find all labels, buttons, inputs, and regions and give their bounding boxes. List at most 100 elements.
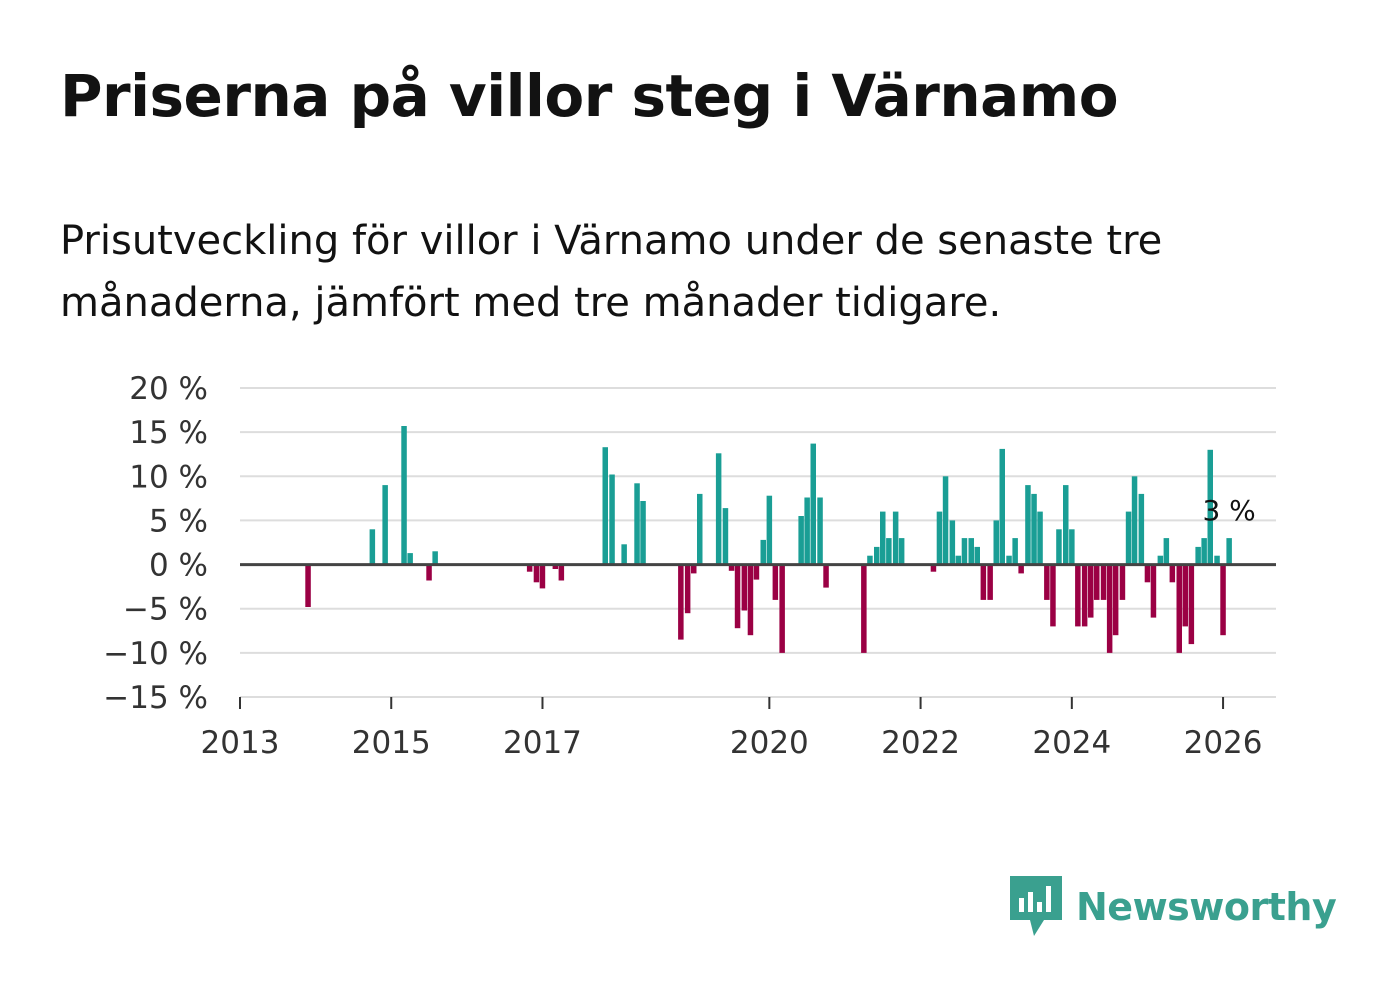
bar [678,564,684,640]
bar [722,508,729,565]
x-tick-label: 2013 [201,725,280,761]
bar [999,448,1005,565]
bar [861,564,867,653]
bar [1056,529,1062,565]
bar [728,564,735,571]
bar-chart: 20 %15 %10 %5 %0 %−5 %−10 %−15 % 2013 201… [103,371,1276,761]
bar [968,538,974,565]
newsworthy-logo: Newsworthy [1010,876,1337,938]
bar [1081,564,1088,627]
bar [1226,538,1232,565]
bar [1169,564,1176,583]
bar [1012,538,1018,565]
y-tick-label: −5 % [123,592,208,628]
x-tick-label: 2020 [730,725,809,761]
bar [1031,493,1037,565]
bar [1100,564,1107,600]
bar [1220,564,1226,636]
bar [747,564,754,636]
bar [987,564,993,600]
bar [766,495,773,565]
bar [1195,546,1201,565]
bar [955,555,962,565]
bar [691,564,697,574]
gridlines [240,387,1276,698]
x-tick-label: 2024 [1032,725,1111,761]
bar [936,511,943,565]
newsworthy-bars-icon [1010,876,1062,936]
y-tick-label: −15 % [103,680,208,716]
y-tick-label: 5 % [149,503,208,539]
bar [1188,564,1195,645]
x-tick-label: 2026 [1184,725,1263,761]
bar [974,546,980,565]
x-tick-label: 2017 [503,725,582,761]
y-tick-label: 20 % [129,371,208,407]
bar [817,497,823,565]
bar [867,555,873,565]
bar [1201,538,1207,565]
bar [1112,564,1119,636]
bar [1125,511,1132,565]
last-value-annotation: 3 % [1202,494,1255,527]
bar [1144,564,1151,583]
last-value-label: 3 % [1202,494,1255,527]
bar [1176,564,1182,653]
bar [1094,564,1100,600]
y-tick-label: 0 % [149,548,208,584]
bar [993,520,999,565]
bar [760,539,766,565]
bar [942,476,949,565]
bar [369,529,376,565]
bar [1075,564,1081,627]
bar [609,474,615,565]
bar [1018,564,1024,574]
bar [779,564,785,653]
bar [1131,476,1138,565]
x-axis: 2013 2015 2017 2020 2022 2024 2026 [201,696,1276,761]
bar [1157,555,1164,565]
bar [539,564,546,589]
bar [741,564,748,611]
bar [1106,564,1113,653]
bar [798,516,804,565]
bar [753,564,760,580]
bar [1182,564,1188,627]
bar [810,443,816,565]
bar [1214,555,1220,565]
bar [684,564,691,614]
bar [533,564,540,583]
bar [898,538,905,565]
bar [621,544,627,565]
bar [1044,564,1050,600]
bar [552,564,559,569]
bar [734,564,741,629]
bar [886,538,892,565]
y-axis-ticks: 20 % 15 % 10 % 5 % 0 % −5 % −10 % −15 % [103,371,208,716]
x-tick-label: 2015 [352,725,431,761]
bar [1006,555,1012,565]
bar [1025,485,1031,565]
x-tick-label: 2022 [881,725,960,761]
bar [804,497,810,565]
bar [407,553,413,565]
bar [823,564,829,588]
bar [961,538,968,565]
y-tick-label: 10 % [129,459,208,495]
bar [382,485,388,565]
chart-subtitle: Prisutveckling för villor i Värnamo unde… [60,218,1163,326]
chart-title: Priserna på villor steg i Värnamo [60,62,1119,130]
bar [1207,449,1213,565]
bar [892,511,899,565]
bar [880,511,886,565]
bar [526,564,533,572]
bar [640,501,646,565]
bar [980,564,987,600]
bar [949,520,956,565]
bar [930,564,937,572]
bar [772,564,779,600]
bar [558,564,565,581]
bar [1138,493,1145,565]
y-tick-label: −10 % [103,636,208,672]
bar [1037,511,1043,565]
